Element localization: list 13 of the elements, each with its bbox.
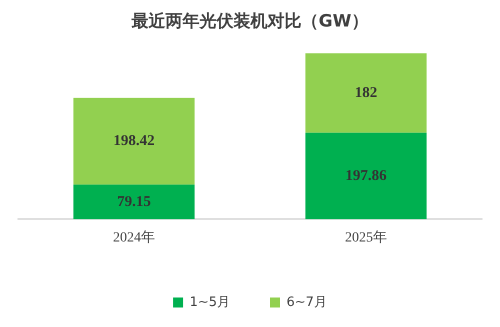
bar: [73, 184, 195, 220]
bar: [73, 98, 195, 185]
bar: [305, 132, 427, 220]
data-label: 198.42: [113, 133, 155, 150]
data-label: 197.86: [345, 168, 388, 184]
data-label: 79.15: [117, 194, 151, 210]
x-tick-label: 2025年: [345, 229, 387, 246]
x-tick-label: 2024年: [113, 229, 155, 246]
legend-label: 1~5月: [190, 294, 230, 310]
chart-title: 最近两年光伏装机对比（GW）: [130, 12, 368, 32]
data-label: 182: [354, 84, 378, 101]
bar: [305, 53, 427, 133]
legend-label: 6~7月: [286, 294, 327, 310]
